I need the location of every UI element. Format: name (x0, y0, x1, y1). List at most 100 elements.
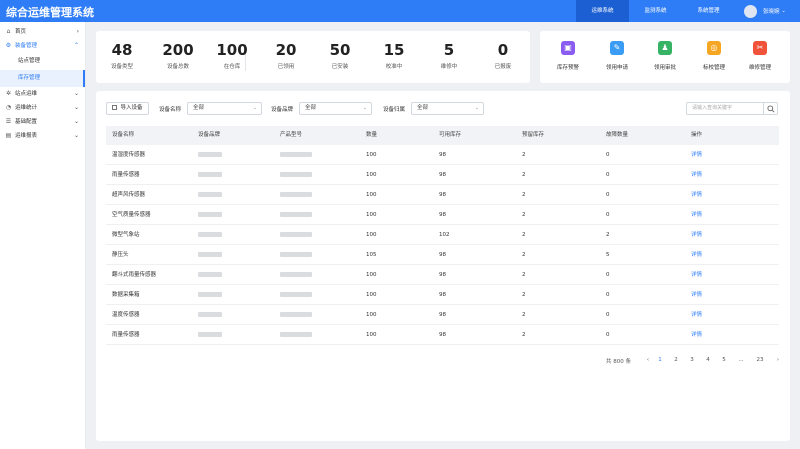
sidebar-item-ops-stats[interactable]: ◔ 运维统计 ⌄ (0, 101, 85, 115)
apply-form-icon: ✎ (610, 41, 624, 55)
table-cell: 2 (522, 292, 526, 298)
pagination-page[interactable]: 3 (690, 357, 694, 363)
table-cell: 0 (606, 212, 610, 218)
redacted-cell (280, 245, 312, 265)
pagination-page[interactable]: 5 (722, 357, 726, 363)
table-cell: 微型气象站 (112, 232, 140, 238)
table-row: 微型气象站 100 102 2 2 详情 (106, 225, 779, 245)
pagination-next-button[interactable]: › (776, 357, 780, 363)
stat-calibrating: 15 校准中 (368, 41, 420, 70)
stat-value: 48 (111, 41, 133, 59)
table-cell: 温湿度传感器 (112, 152, 146, 158)
redacted-text (280, 212, 312, 217)
row-detail-link[interactable]: 详情 (691, 332, 703, 338)
search-button[interactable] (764, 102, 778, 115)
stat-value: 100 (216, 41, 248, 59)
row-detail-link[interactable]: 详情 (691, 212, 703, 218)
row-detail-link[interactable]: 详情 (691, 232, 703, 238)
col-header: 产品型号 (280, 132, 303, 138)
table-cell: 105 (366, 252, 377, 258)
table-cell: 2 (522, 272, 526, 278)
quick-inventory-alert[interactable]: ▣ 库存预警 (548, 41, 588, 71)
stat-value: 200 (162, 41, 194, 59)
table-cell: 超声风传感器 (112, 192, 146, 198)
topnav-system-admin[interactable]: 系统管理 (697, 8, 720, 14)
chevron-down-icon: ⌄ (252, 105, 257, 111)
sidebar-item-home[interactable]: ⌂ 首页 › (0, 25, 85, 39)
table-cell: 2 (522, 232, 526, 238)
row-detail-link[interactable]: 详情 (691, 292, 703, 298)
row-detail-link[interactable]: 详情 (691, 192, 703, 198)
redacted-text (198, 332, 222, 337)
redacted-text (280, 272, 312, 277)
stat-value: 15 (383, 41, 405, 59)
table-cell: 100 (366, 212, 377, 218)
redacted-text (198, 312, 222, 317)
repair-tools-icon: ✂ (753, 41, 767, 55)
topnav-monitor-system[interactable]: 监测系统 (644, 8, 667, 14)
col-header: 预留库存 (522, 132, 545, 138)
row-detail-link[interactable]: 详情 (691, 152, 703, 158)
redacted-text (198, 232, 222, 237)
table-cell: 98 (439, 332, 446, 338)
redacted-cell (198, 325, 222, 345)
stat-value: 5 (443, 41, 455, 59)
sidebar-sub-inventory-management[interactable]: 库存管理 (0, 70, 85, 87)
table-cell: 100 (366, 312, 377, 318)
search-input[interactable]: 请输入查询关键字 (686, 102, 764, 115)
approval-stamp-icon: ♟ (658, 41, 672, 55)
table-cell: 0 (606, 292, 610, 298)
row-detail-link[interactable]: 详情 (691, 172, 703, 178)
table-cell: 0 (606, 192, 610, 198)
table-cell: 2 (522, 212, 526, 218)
pagination: 共 800 条 ‹ 1 2 3 4 5 ... 23 › (96, 354, 790, 368)
sidebar-item-basic-config[interactable]: ☰ 基础配置 ⌄ (0, 115, 85, 129)
quick-actions-card: ▣ 库存预警 ✎ 领用申请 ♟ 领用审批 ◎ 标校管理 ✂ 维修管理 (540, 31, 790, 83)
table-cell: 翻斗式雨量传感器 (112, 272, 157, 278)
row-detail-link[interactable]: 详情 (691, 252, 703, 258)
table-cell: 102 (439, 232, 450, 238)
table-cell: 100 (366, 332, 377, 338)
table-cell: 0 (606, 272, 610, 278)
stat-device-types: 48 设备类型 (96, 41, 148, 70)
pagination-page[interactable]: 4 (706, 357, 710, 363)
user-menu[interactable]: 张晓婉 ⌄ (744, 3, 786, 19)
sidebar-item-equipment[interactable]: ⚙ 装备管理 ⌃ (0, 39, 85, 53)
row-detail-link[interactable]: 详情 (691, 272, 703, 278)
quick-repair[interactable]: ✂ 维修管理 (740, 41, 780, 71)
stat-label: 设备类型 (110, 64, 133, 70)
quick-claim-approval[interactable]: ♟ 领用审批 (645, 41, 685, 71)
search-icon (767, 105, 775, 113)
table-cell: 2 (606, 232, 610, 238)
pagination-prev-button[interactable]: ‹ (646, 357, 650, 363)
import-icon (112, 105, 118, 110)
table-cell: 雨量传感器 (112, 172, 140, 178)
sidebar-item-ops-report[interactable]: ▤ 运维报表 ⌄ (0, 129, 85, 143)
pagination-page[interactable]: 23 (756, 357, 764, 363)
redacted-cell (198, 145, 222, 165)
table-cell: 雨量传感器 (112, 332, 140, 338)
sidebar-item-label: 运维报表 (15, 133, 38, 139)
quick-claim-apply[interactable]: ✎ 领用申请 (597, 41, 637, 71)
redacted-cell (280, 305, 312, 325)
device-source-select[interactable]: 全部 ⌄ (411, 102, 484, 115)
table-cell: 静压头 (112, 252, 129, 258)
quick-calibration[interactable]: ◎ 标校管理 (694, 41, 734, 71)
import-device-button[interactable]: 导入设备 (106, 102, 149, 115)
table-cell: 2 (522, 252, 526, 258)
redacted-text (198, 172, 222, 177)
redacted-cell (280, 165, 312, 185)
pagination-page[interactable]: 2 (674, 357, 678, 363)
table-cell: 0 (606, 172, 610, 178)
sidebar-sub-site-management[interactable]: 站点管理 (18, 58, 41, 64)
topnav-ops-system[interactable]: 运维系统 (576, 0, 629, 22)
pagination-page[interactable]: 1 (658, 357, 662, 363)
sidebar-item-site-ops[interactable]: ✲ 站点运维 ⌄ (0, 87, 85, 101)
device-name-select[interactable]: 全部 ⌄ (187, 102, 262, 115)
redacted-cell (280, 205, 312, 225)
device-brand-select[interactable]: 全部 ⌄ (299, 102, 372, 115)
import-label: 导入设备 (120, 105, 143, 111)
row-detail-link[interactable]: 详情 (691, 312, 703, 318)
stat-scrapped: 0 已报废 (477, 41, 529, 70)
table-cell: 98 (439, 172, 446, 178)
